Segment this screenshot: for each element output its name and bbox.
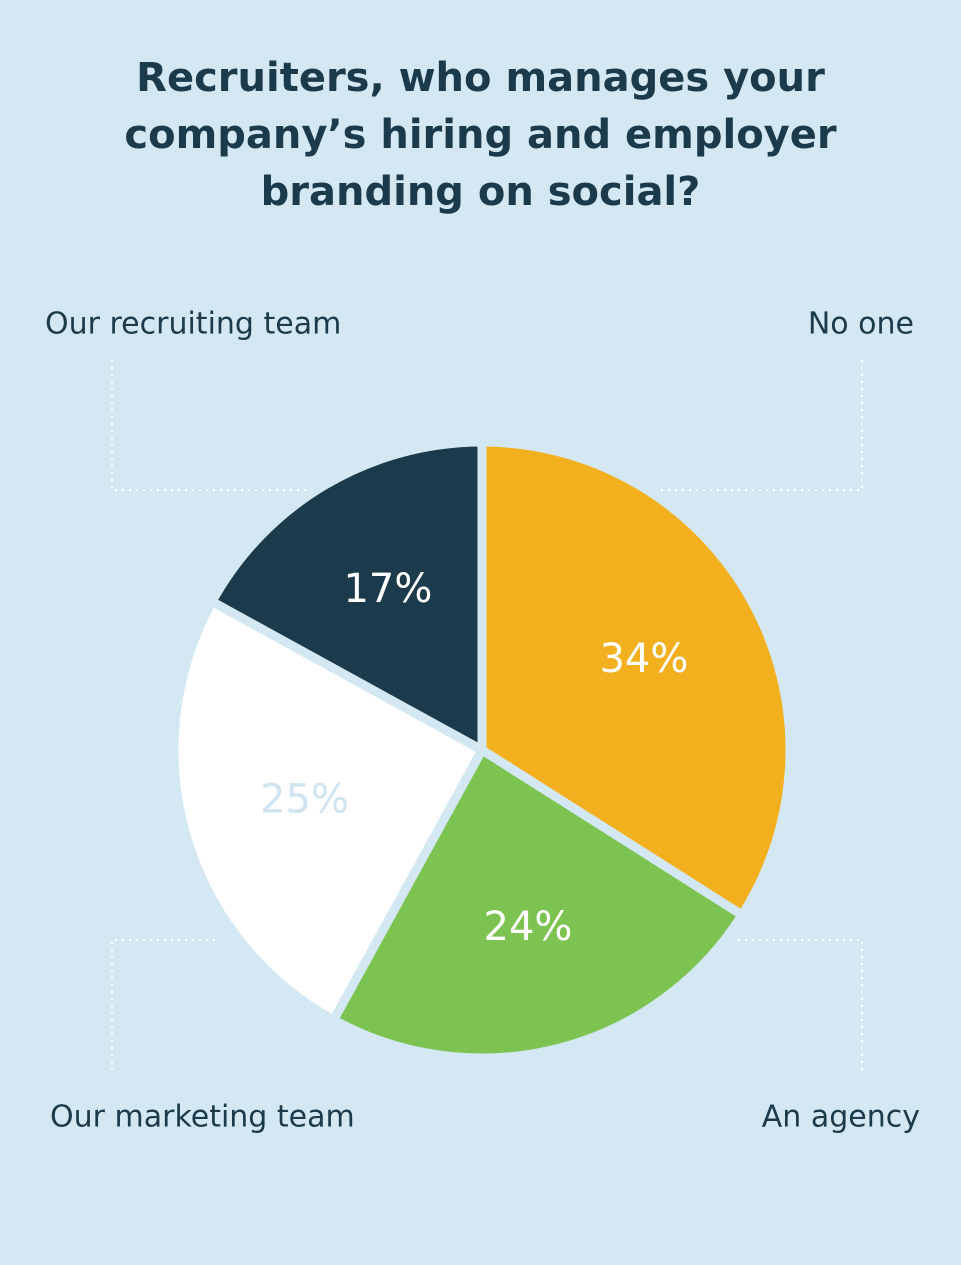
value-label: 25% — [260, 777, 349, 823]
category-label: An agency — [762, 1100, 920, 1135]
connector — [660, 360, 863, 491]
category-label: Our recruiting team — [45, 307, 341, 342]
chart-title: Recruiters, who manages your company’s h… — [124, 55, 837, 215]
connector — [111, 360, 310, 491]
value-label: 17% — [343, 566, 432, 612]
value-label: 24% — [484, 904, 573, 950]
category-label: No one — [808, 307, 914, 342]
value-label: 34% — [599, 636, 688, 682]
pie-slice — [205, 437, 487, 758]
category-label: Our marketing team — [50, 1100, 355, 1135]
connector — [111, 939, 220, 1070]
pie-slice — [169, 595, 489, 1027]
pie-slice — [327, 743, 749, 1063]
connector — [735, 939, 863, 1070]
